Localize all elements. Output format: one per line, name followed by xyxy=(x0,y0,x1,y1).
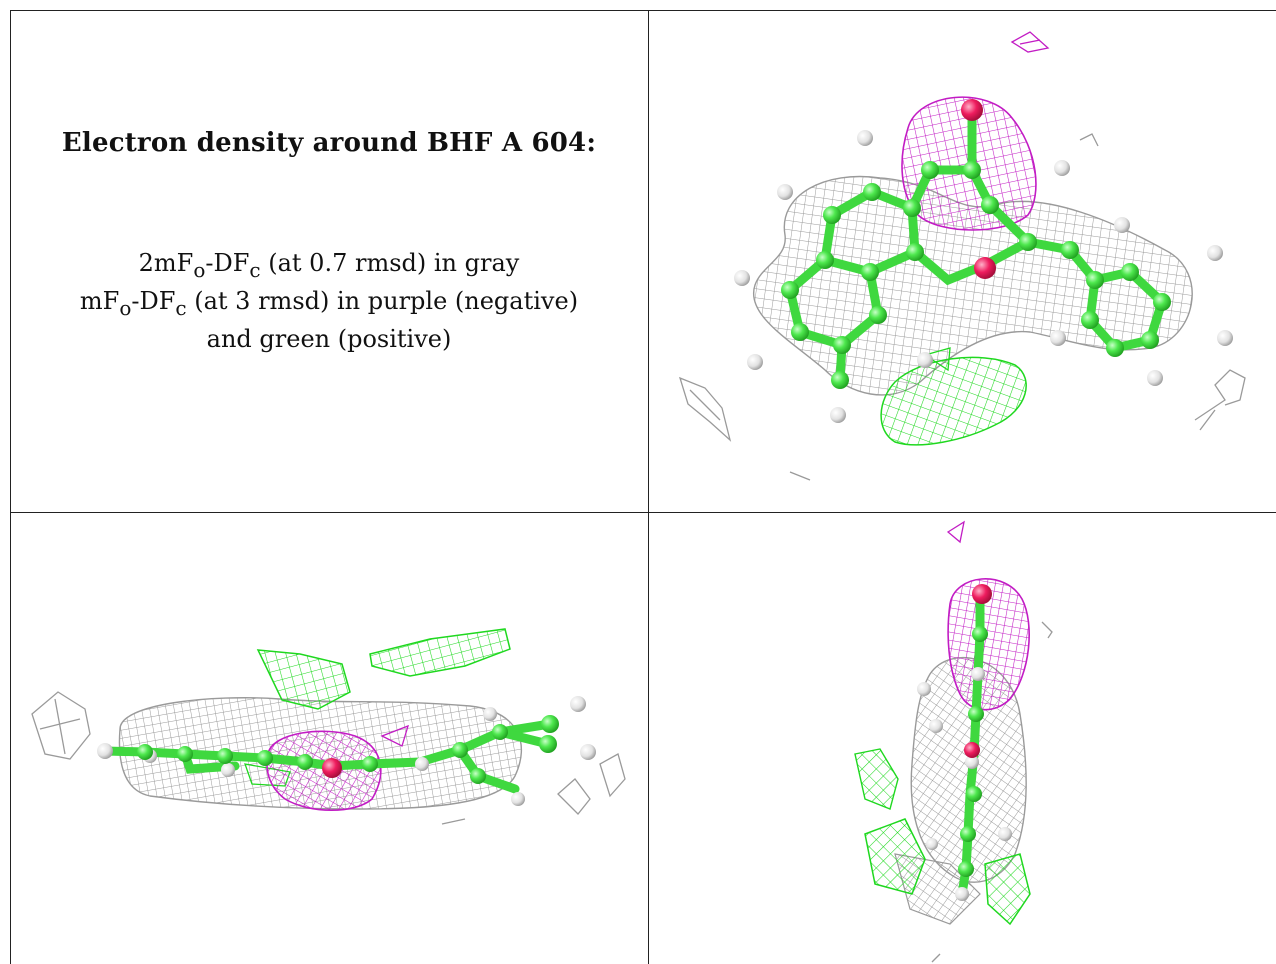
molecule-edge-on-svg xyxy=(31,628,626,825)
legend-1-mid: -DF xyxy=(205,249,250,277)
panel-end-on-view xyxy=(650,514,1276,964)
figure-grid: Electron density around BHF A 604: 2mFo-… xyxy=(10,10,1276,964)
legend-1-sub-c: c xyxy=(249,257,261,282)
legend-2-sub-c: c xyxy=(175,295,187,320)
panel-edge-on-view xyxy=(10,514,648,964)
legend-line-colors: and green (positive) xyxy=(206,325,452,353)
grid-border-left xyxy=(10,10,11,964)
molecule-face-on-svg xyxy=(678,31,1246,481)
legend-2-mid: -DF xyxy=(131,287,176,315)
mesh-positive-green-edge xyxy=(244,628,511,787)
caption-cell: Electron density around BHF A 604: 2mFo-… xyxy=(10,10,648,512)
legend-1-sub-o: o xyxy=(193,257,206,282)
legend-2-sub-o: o xyxy=(119,295,132,320)
grid-border-top xyxy=(10,10,1276,11)
grid-divider-vertical xyxy=(648,10,649,964)
grid-divider-horizontal xyxy=(10,512,1276,513)
figure-title: Electron density around BHF A 604: xyxy=(61,128,597,158)
mesh-positive-green-end xyxy=(854,748,1031,926)
mesh-stray-purple xyxy=(1010,31,1050,53)
molecule-oxygens xyxy=(961,99,996,279)
legend-2-main: mF xyxy=(79,287,120,315)
mesh-negative-purple-end xyxy=(947,578,1030,711)
mesh-stray-end xyxy=(931,520,1053,963)
molecule-hydrogens-end xyxy=(917,667,1012,901)
molecule-hydrogens xyxy=(734,130,1233,423)
legend-2-rest: (at 3 rmsd) in purple (negative) xyxy=(186,287,579,315)
molecule-carbons-end xyxy=(958,626,988,877)
molecule-carbons xyxy=(781,161,1171,389)
molecule-oxygens-edge xyxy=(322,758,342,778)
molecule-oxygens-end xyxy=(964,584,992,758)
mesh-stray-gray xyxy=(678,133,1246,481)
panel-face-on-view xyxy=(650,10,1276,512)
molecule-end-on-svg xyxy=(854,520,1053,963)
legend-line-fofc: mFo-DFc (at 3 rmsd) in purple (negative) xyxy=(10,282,648,327)
legend-line-2fofc: 2mFo-DFc (at 0.7 rmsd) in gray xyxy=(10,244,648,289)
molecule-carbons-edge xyxy=(137,715,559,784)
mesh-stray-gray-edge xyxy=(31,691,626,825)
legend-1-rest: (at 0.7 rmsd) in gray xyxy=(260,249,520,277)
legend-1-main: 2mF xyxy=(138,249,194,277)
mesh-positive-green xyxy=(880,347,1027,446)
